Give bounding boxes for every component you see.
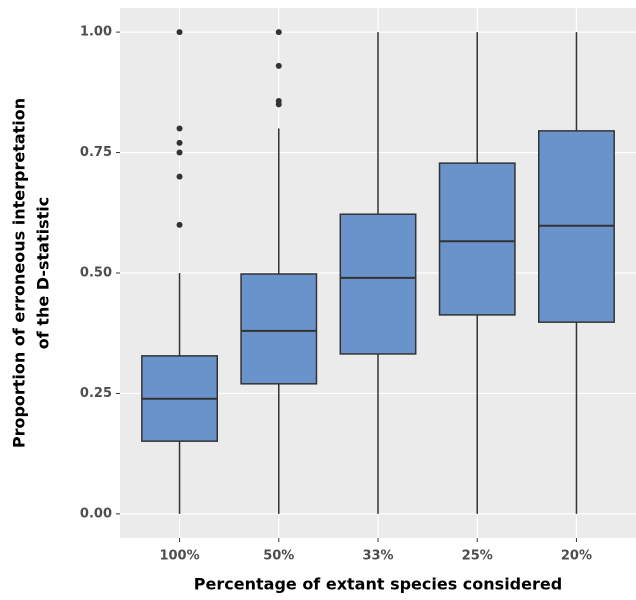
y-tick-label: 0.75 <box>80 145 112 160</box>
y-tick-label: 0.00 <box>80 506 112 521</box>
x-tick-label: 25% <box>462 549 493 564</box>
outlier <box>176 139 183 146</box>
y-tick-label: 0.50 <box>80 266 112 281</box>
x-tick-label: 20% <box>561 549 592 564</box>
box <box>438 162 516 316</box>
outlier <box>275 62 282 69</box>
box <box>240 273 318 385</box>
outlier <box>275 29 282 36</box>
y-axis-title: of the D-statistic <box>34 197 53 349</box>
outlier <box>176 125 183 132</box>
outlier <box>176 149 183 156</box>
x-tick-label: 100% <box>159 549 199 564</box>
outlier <box>176 29 183 36</box>
outlier <box>176 173 183 180</box>
y-tick-label: 0.25 <box>80 386 112 401</box>
outlier <box>176 221 183 228</box>
y-axis-title: Proportion of erroneous interpretation <box>10 98 29 448</box>
x-tick-label: 50% <box>263 549 294 564</box>
y-tick-label: 1.00 <box>80 25 112 40</box>
x-axis-title: Percentage of extant species considered <box>194 575 562 594</box>
outlier <box>275 97 282 104</box>
x-tick-label: 33% <box>362 549 393 564</box>
box <box>339 213 417 355</box>
